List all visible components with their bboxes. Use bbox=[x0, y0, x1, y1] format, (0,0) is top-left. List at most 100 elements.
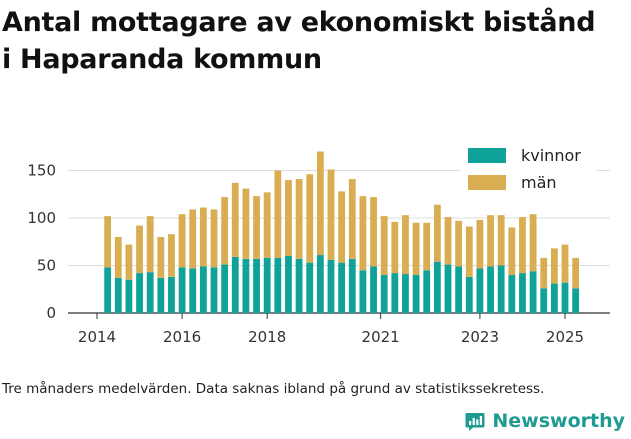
bar-man bbox=[391, 221, 399, 274]
chart-caption: Tre månaders medelvärden. Data saknas ib… bbox=[2, 381, 545, 397]
bar-kvinnor bbox=[348, 258, 356, 313]
bar-kvinnor bbox=[327, 259, 335, 313]
bar-kvinnor bbox=[295, 258, 303, 313]
bar-kvinnor bbox=[199, 266, 207, 313]
legend: kvinnor män bbox=[460, 143, 597, 197]
bars bbox=[104, 151, 580, 313]
bar-man bbox=[433, 204, 441, 262]
bar-kvinnor bbox=[136, 273, 143, 313]
bar-man bbox=[231, 182, 239, 257]
bar-kvinnor bbox=[423, 270, 431, 313]
bar-man bbox=[199, 207, 207, 267]
bar-kvinnor bbox=[168, 276, 175, 313]
x-tick-label: 2016 bbox=[163, 328, 201, 346]
bar-man bbox=[274, 170, 282, 258]
bar-man bbox=[380, 216, 388, 275]
bar-kvinnor bbox=[146, 272, 154, 313]
bar-kvinnor bbox=[125, 279, 133, 313]
bar-kvinnor bbox=[572, 288, 580, 313]
legend-label: kvinnor bbox=[521, 146, 581, 165]
bar-kvinnor bbox=[508, 275, 516, 313]
bar-man bbox=[114, 237, 122, 278]
bar-kvinnor bbox=[476, 268, 484, 313]
bar-man bbox=[540, 257, 548, 289]
bar-man bbox=[221, 197, 229, 265]
bar-kvinnor bbox=[455, 266, 463, 313]
bar-kvinnor bbox=[104, 267, 112, 313]
bar-kvinnor bbox=[412, 275, 420, 313]
bar-man bbox=[423, 222, 431, 271]
y-tick-label: 150 bbox=[27, 162, 56, 180]
legend-label: män bbox=[521, 173, 557, 192]
bar-man bbox=[359, 196, 367, 271]
bar-kvinnor bbox=[380, 275, 388, 313]
bar-man bbox=[178, 214, 186, 268]
chart-title: Antal mottagare av ekonomiskt bistånd i … bbox=[2, 4, 627, 78]
y-axis-ticks: 0 50 100 150 bbox=[27, 162, 56, 323]
bar-man bbox=[487, 215, 494, 267]
bar-man bbox=[168, 234, 175, 277]
bar-kvinnor bbox=[231, 256, 239, 313]
bar-kvinnor bbox=[189, 268, 197, 313]
bar-kvinnor bbox=[561, 282, 569, 313]
bar-man bbox=[295, 179, 303, 259]
bar-man bbox=[125, 244, 133, 280]
bar-man bbox=[210, 209, 218, 268]
y-tick-label: 50 bbox=[37, 257, 56, 275]
legend-swatch bbox=[468, 175, 506, 190]
bar-man bbox=[285, 180, 292, 256]
x-tick-label: 2021 bbox=[362, 328, 400, 346]
legend-swatch bbox=[468, 148, 506, 163]
newsworthy-logo-icon bbox=[465, 413, 485, 431]
bar-kvinnor bbox=[402, 274, 409, 313]
bar-man bbox=[444, 217, 452, 265]
bar-kvinnor bbox=[433, 261, 441, 313]
chart-title-line-1: Antal mottagare av ekonomiskt bistånd bbox=[2, 7, 596, 38]
bar-kvinnor bbox=[370, 266, 377, 313]
bar-man bbox=[189, 209, 197, 269]
bar-man bbox=[242, 188, 250, 259]
y-tick-label: 0 bbox=[46, 304, 56, 322]
bar-man bbox=[348, 179, 356, 259]
bar-man bbox=[327, 169, 335, 260]
bar-man bbox=[550, 248, 558, 284]
bar-man bbox=[476, 219, 484, 269]
bar-man bbox=[263, 192, 271, 258]
bar-kvinnor bbox=[529, 271, 537, 313]
y-tick-label: 100 bbox=[27, 209, 56, 227]
bar-kvinnor bbox=[497, 265, 505, 313]
bar-man bbox=[508, 227, 516, 275]
bar-kvinnor bbox=[285, 256, 292, 313]
bar-kvinnor bbox=[487, 266, 494, 313]
bar-kvinnor bbox=[316, 255, 324, 313]
bar-kvinnor bbox=[444, 264, 452, 313]
bar-kvinnor bbox=[359, 270, 367, 313]
bar-man bbox=[104, 216, 112, 268]
x-tick-label: 2023 bbox=[461, 328, 499, 346]
bar-kvinnor bbox=[253, 258, 260, 313]
x-axis: 2014 2016 2018 2021 2023 2025 bbox=[78, 313, 584, 346]
bar-man bbox=[529, 214, 537, 272]
bar-man bbox=[306, 174, 314, 263]
bar-kvinnor bbox=[114, 277, 122, 313]
bar-man bbox=[253, 196, 260, 259]
bar-man bbox=[146, 216, 154, 273]
bar-man bbox=[370, 197, 377, 267]
bar-man bbox=[465, 226, 473, 277]
bar-man bbox=[402, 215, 409, 275]
bar-kvinnor bbox=[465, 276, 473, 313]
bar-kvinnor bbox=[178, 267, 186, 313]
bar-kvinnor bbox=[210, 267, 218, 313]
bar-man bbox=[412, 222, 420, 275]
bar-kvinnor bbox=[263, 257, 271, 313]
bar-man bbox=[157, 237, 165, 278]
chart-title-line-2: i Haparanda kommun bbox=[2, 44, 322, 75]
bar-kvinnor bbox=[338, 262, 346, 313]
bar-kvinnor bbox=[306, 262, 314, 313]
bar-kvinnor bbox=[519, 273, 526, 313]
stacked-bar-chart: 0 50 100 150 2014 2016 2018 2021 2023 2025 kvinn… bbox=[27, 143, 610, 346]
brand-name: Newsworthy bbox=[492, 410, 625, 432]
bar-man bbox=[455, 220, 463, 267]
bar-man bbox=[572, 257, 580, 289]
bar-kvinnor bbox=[242, 258, 250, 313]
